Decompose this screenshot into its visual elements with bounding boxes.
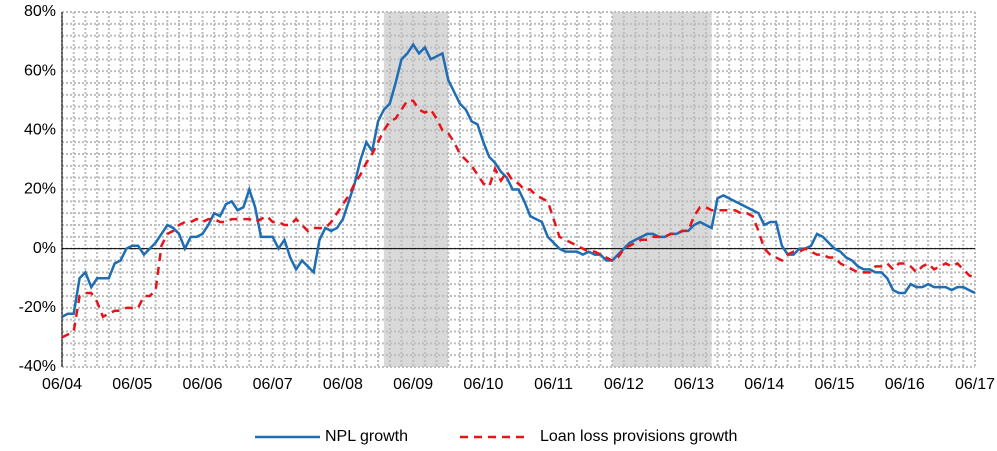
- y-tick-label: -20%: [19, 299, 56, 316]
- x-tick-label: 06/07: [253, 376, 293, 393]
- y-tick-label: -40%: [19, 358, 56, 375]
- x-tick-label: 06/15: [815, 376, 855, 393]
- x-tick-label: 06/09: [393, 376, 433, 393]
- x-tick-label: 06/11: [534, 376, 573, 393]
- x-tick-label: 06/04: [42, 376, 82, 393]
- series-line: [61, 99, 976, 339]
- x-tick-label: 06/12: [604, 376, 644, 393]
- legend-label: NPL growth: [325, 428, 408, 445]
- x-tick-label: 06/16: [885, 376, 925, 393]
- y-tick-label: 20%: [24, 181, 56, 198]
- y-tick-label: 40%: [24, 122, 56, 139]
- x-tick-label: 06/13: [674, 376, 714, 393]
- y-tick-label: 60%: [24, 62, 56, 79]
- x-tick-label: 06/14: [744, 376, 784, 393]
- x-tick-label: 06/10: [463, 376, 503, 393]
- x-tick-label: 06/05: [112, 376, 152, 393]
- series-line: [61, 42, 976, 318]
- x-tick-label: 06/17: [955, 376, 995, 393]
- x-tick-label: 06/06: [182, 376, 222, 393]
- legend-label: Loan loss provisions growth: [540, 428, 737, 445]
- x-tick-label: 06/08: [323, 376, 363, 393]
- y-tick-label: 80%: [24, 3, 56, 20]
- y-tick-label: 0%: [33, 240, 56, 257]
